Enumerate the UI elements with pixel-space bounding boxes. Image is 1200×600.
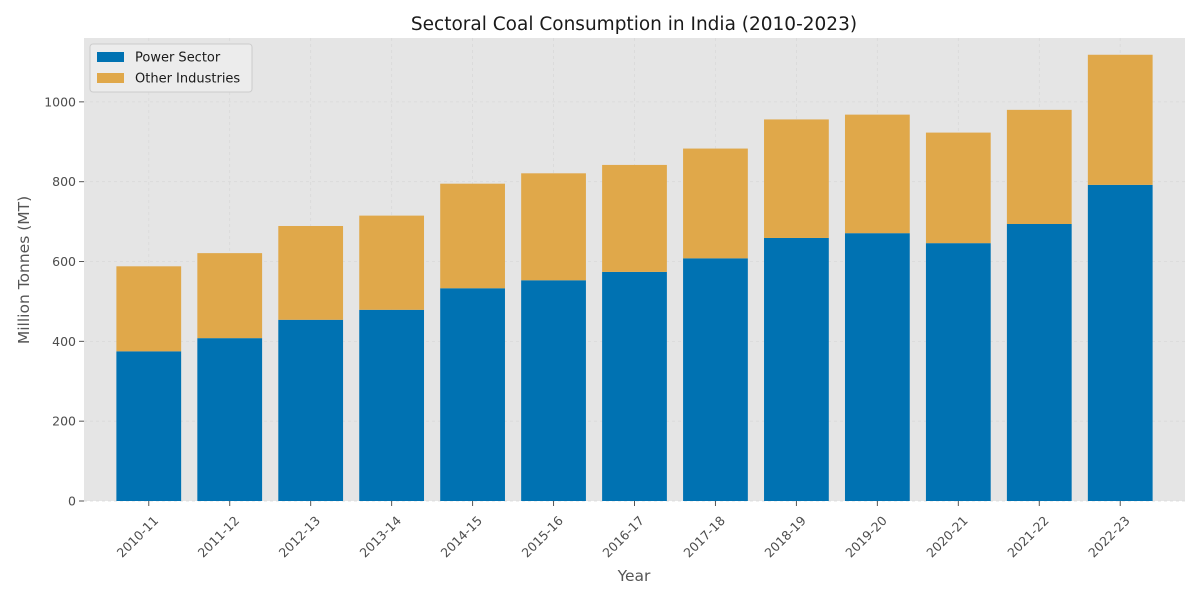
x-tick-label: 2013-14 bbox=[357, 513, 405, 561]
y-axis-title: Million Tonnes (MT) bbox=[15, 196, 33, 344]
bar-other-industries bbox=[359, 215, 425, 310]
bar-other-industries bbox=[1087, 54, 1153, 185]
chart-title: Sectoral Coal Consumption in India (2010… bbox=[411, 14, 857, 35]
bars bbox=[116, 54, 1153, 501]
bar-other-industries bbox=[440, 183, 505, 289]
bar-power-sector bbox=[844, 233, 910, 501]
bar-other-industries bbox=[197, 253, 263, 339]
x-tick-label: 2016-17 bbox=[599, 513, 647, 561]
bar-power-sector bbox=[359, 309, 425, 501]
bar-power-sector bbox=[925, 243, 991, 501]
legend-label: Other Industries bbox=[135, 72, 240, 87]
bar-other-industries bbox=[278, 225, 344, 320]
x-tick-label: 2010-11 bbox=[114, 513, 162, 561]
y-tick-label: 0 bbox=[68, 494, 76, 509]
bar-power-sector bbox=[1006, 223, 1072, 501]
bar-other-industries bbox=[116, 266, 182, 352]
y-tick-label: 400 bbox=[52, 334, 76, 349]
x-tick-label: 2022-23 bbox=[1085, 513, 1133, 561]
bar-other-industries bbox=[521, 173, 586, 281]
bar-power-sector bbox=[683, 258, 748, 501]
x-tick-label: 2018-19 bbox=[761, 513, 809, 561]
bar-power-sector bbox=[1087, 184, 1153, 501]
legend-label: Power Sector bbox=[135, 51, 221, 66]
x-axis: 2010-11 2011-12 2012-13 2013-14 2014-15 2015-… bbox=[114, 501, 1133, 560]
bar-power-sector bbox=[602, 271, 667, 501]
bar-other-industries bbox=[844, 114, 910, 234]
x-tick-label: 2011-12 bbox=[195, 513, 243, 561]
legend-box bbox=[89, 43, 253, 93]
x-tick-label: 2015-16 bbox=[518, 513, 566, 561]
x-tick-label: 2014-15 bbox=[438, 513, 486, 561]
bar-power-sector bbox=[116, 351, 182, 501]
bar-power-sector bbox=[440, 288, 505, 501]
x-tick-label: 2019-20 bbox=[842, 513, 890, 561]
bar-other-industries bbox=[764, 119, 829, 238]
y-tick-label: 1000 bbox=[44, 94, 76, 109]
bar-other-industries bbox=[602, 164, 667, 272]
bar-other-industries bbox=[925, 132, 991, 244]
x-tick-label: 2021-22 bbox=[1004, 513, 1052, 561]
x-tick-label: 2017-18 bbox=[680, 513, 728, 561]
bar-power-sector bbox=[521, 280, 586, 501]
bar-other-industries bbox=[683, 148, 748, 259]
x-axis-title: Year bbox=[617, 567, 651, 585]
y-tick-label: 600 bbox=[52, 254, 76, 269]
y-tick-label: 200 bbox=[52, 414, 76, 429]
bar-other-industries bbox=[1006, 109, 1072, 224]
x-tick-label: 2012-13 bbox=[276, 513, 324, 561]
bar-power-sector bbox=[278, 319, 344, 501]
legend-swatch bbox=[97, 73, 124, 83]
y-tick-label: 800 bbox=[52, 174, 76, 189]
x-tick-label: 2020-21 bbox=[923, 513, 971, 561]
bar-power-sector bbox=[197, 338, 263, 501]
bar-power-sector bbox=[764, 237, 829, 501]
legend: Power Sector Other Industries bbox=[89, 43, 253, 93]
legend-swatch bbox=[97, 52, 124, 62]
y-axis: 0 200 400 600 800 1000 bbox=[44, 94, 84, 509]
